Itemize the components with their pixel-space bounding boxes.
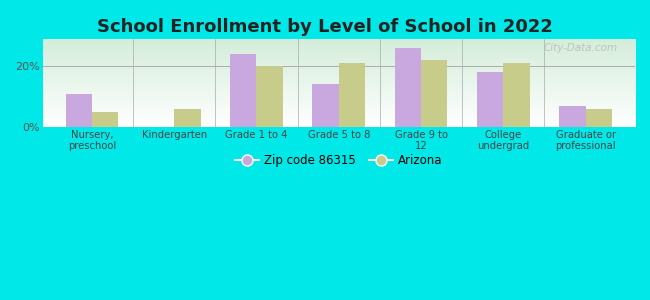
Text: School Enrollment by Level of School in 2022: School Enrollment by Level of School in … xyxy=(97,18,553,36)
Bar xyxy=(339,63,365,127)
Bar xyxy=(174,109,200,127)
Bar xyxy=(559,106,586,127)
Bar xyxy=(586,109,612,127)
Bar xyxy=(395,48,421,127)
Legend: Zip code 86315, Arizona: Zip code 86315, Arizona xyxy=(231,150,447,172)
Bar xyxy=(257,66,283,127)
Bar xyxy=(66,94,92,127)
Bar xyxy=(477,72,503,127)
Bar xyxy=(313,85,339,127)
Bar xyxy=(503,63,530,127)
Bar xyxy=(421,60,447,127)
Text: City-Data.com: City-Data.com xyxy=(543,44,618,53)
Bar xyxy=(92,112,118,127)
Bar xyxy=(230,54,257,127)
